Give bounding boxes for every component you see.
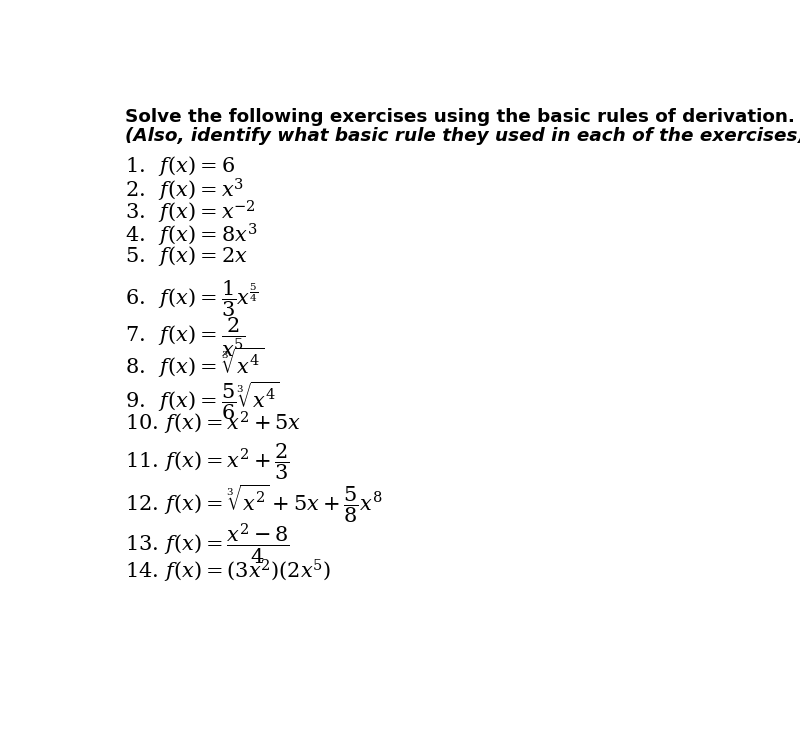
Text: $\mathit{7.}\;\;f(x)=\dfrac{2}{x^5}$: $\mathit{7.}\;\;f(x)=\dfrac{2}{x^5}$ bbox=[125, 315, 246, 359]
Text: $\mathit{6.}\;\;f(x)=\dfrac{1}{3}x^{\frac{5}{4}}$: $\mathit{6.}\;\;f(x)=\dfrac{1}{3}x^{\fra… bbox=[125, 278, 258, 319]
Text: $\mathit{8.}\;\;f(x)=\sqrt[3]{x^4}$: $\mathit{8.}\;\;f(x)=\sqrt[3]{x^4}$ bbox=[125, 346, 264, 380]
Text: $\mathit{3.}\;\;f(x)=x^{-2}$: $\mathit{3.}\;\;f(x)=x^{-2}$ bbox=[125, 199, 256, 226]
Text: $\mathit{2.}\;\;f(x)=x^3$: $\mathit{2.}\;\;f(x)=x^3$ bbox=[125, 177, 244, 204]
Text: $\mathit{14.}\,f(x)=(3x^2)(2x^5)$: $\mathit{14.}\,f(x)=(3x^2)(2x^5)$ bbox=[125, 558, 331, 585]
Text: $\mathit{5.}\;\;f(x)=2x$: $\mathit{5.}\;\;f(x)=2x$ bbox=[125, 244, 248, 268]
Text: $\mathit{1.}\;\;f(x)=6$: $\mathit{1.}\;\;f(x)=6$ bbox=[125, 154, 235, 178]
Text: (Also, identify what basic rule they used in each of the exercises): (Also, identify what basic rule they use… bbox=[125, 128, 800, 145]
Text: $\mathit{9.}\;\;f(x)=\dfrac{5}{6}\sqrt[3]{x^4}$: $\mathit{9.}\;\;f(x)=\dfrac{5}{6}\sqrt[3… bbox=[125, 380, 280, 422]
Text: $\mathit{10.}\,f(x)=x^2+5x$: $\mathit{10.}\,f(x)=x^2+5x$ bbox=[125, 410, 301, 437]
Text: $\mathit{11.}\,f(x)=x^2+\dfrac{2}{3}$: $\mathit{11.}\,f(x)=x^2+\dfrac{2}{3}$ bbox=[125, 441, 290, 482]
Text: $\mathit{12.}\,f(x)=\sqrt[3]{x^2}+5x+\dfrac{5}{8}x^8$: $\mathit{12.}\,f(x)=\sqrt[3]{x^2}+5x+\df… bbox=[125, 482, 382, 525]
Text: $\mathit{13.}\,f(x)=\dfrac{x^2-8}{4}$: $\mathit{13.}\,f(x)=\dfrac{x^2-8}{4}$ bbox=[125, 521, 290, 566]
Text: Solve the following exercises using the basic rules of derivation.: Solve the following exercises using the … bbox=[125, 108, 794, 126]
Text: $\mathit{4.}\;\;f(x)=8x^3$: $\mathit{4.}\;\;f(x)=8x^3$ bbox=[125, 221, 257, 249]
